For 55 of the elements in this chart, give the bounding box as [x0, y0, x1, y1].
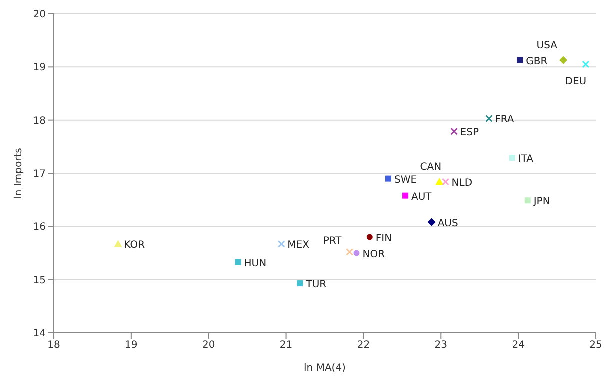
point — [366, 234, 373, 240]
point — [385, 176, 392, 182]
x-tick-label: 18 — [48, 340, 60, 352]
point — [485, 114, 493, 122]
series-label: ITA — [518, 154, 534, 166]
point — [428, 218, 436, 226]
point — [436, 178, 444, 186]
point — [582, 60, 590, 68]
x-tick-label: 23 — [434, 340, 448, 352]
x-tick-label: 21 — [280, 340, 293, 352]
y-tick-label: 14 — [33, 328, 46, 340]
x-tick-label: 25 — [590, 340, 602, 352]
series-label: AUT — [412, 192, 433, 203]
series-label: NOR — [362, 249, 386, 260]
x-tick-label: 19 — [125, 340, 138, 352]
series-label: AUS — [438, 218, 458, 230]
series-label: USA — [536, 40, 558, 52]
series-label: FIN — [376, 233, 392, 244]
x-tick-label: 20 — [202, 340, 216, 352]
series-label: KOR — [124, 240, 146, 252]
x-axis-title: ln MA(4) — [304, 363, 346, 374]
point — [235, 259, 242, 266]
x-tick-label: 22 — [357, 340, 370, 352]
point — [524, 198, 531, 204]
point — [450, 128, 458, 136]
series-label: FRA — [495, 114, 514, 126]
point — [346, 248, 354, 256]
point — [517, 57, 524, 64]
x-tick-label: 24 — [512, 340, 525, 352]
series-label: CAN — [420, 162, 442, 174]
y-tick-label: 15 — [33, 275, 46, 286]
y-tick-label: 16 — [33, 222, 46, 234]
series-label: MEX — [288, 240, 310, 252]
series-label: TUR — [305, 280, 327, 291]
y-axis-title: ln Imports — [14, 148, 25, 199]
point — [509, 155, 516, 162]
series-label: PRT — [323, 236, 343, 248]
y-tick-label: 18 — [33, 116, 46, 127]
series-label: JPN — [532, 196, 550, 208]
point — [442, 178, 450, 186]
series-label: DEU — [565, 76, 587, 88]
series-label: SWE — [394, 174, 418, 186]
point — [354, 250, 360, 256]
y-tick-label: 17 — [33, 169, 46, 180]
point — [559, 56, 568, 64]
y-tick-label: 20 — [33, 10, 46, 21]
point — [114, 240, 122, 248]
series-label: HUN — [244, 258, 267, 270]
y-tick-label: 19 — [33, 62, 46, 74]
point — [297, 280, 304, 287]
point — [278, 240, 286, 248]
series-label: ESP — [460, 128, 480, 138]
series-label: NLD — [452, 178, 473, 190]
point — [402, 192, 409, 199]
series-label: GBR — [526, 56, 548, 68]
